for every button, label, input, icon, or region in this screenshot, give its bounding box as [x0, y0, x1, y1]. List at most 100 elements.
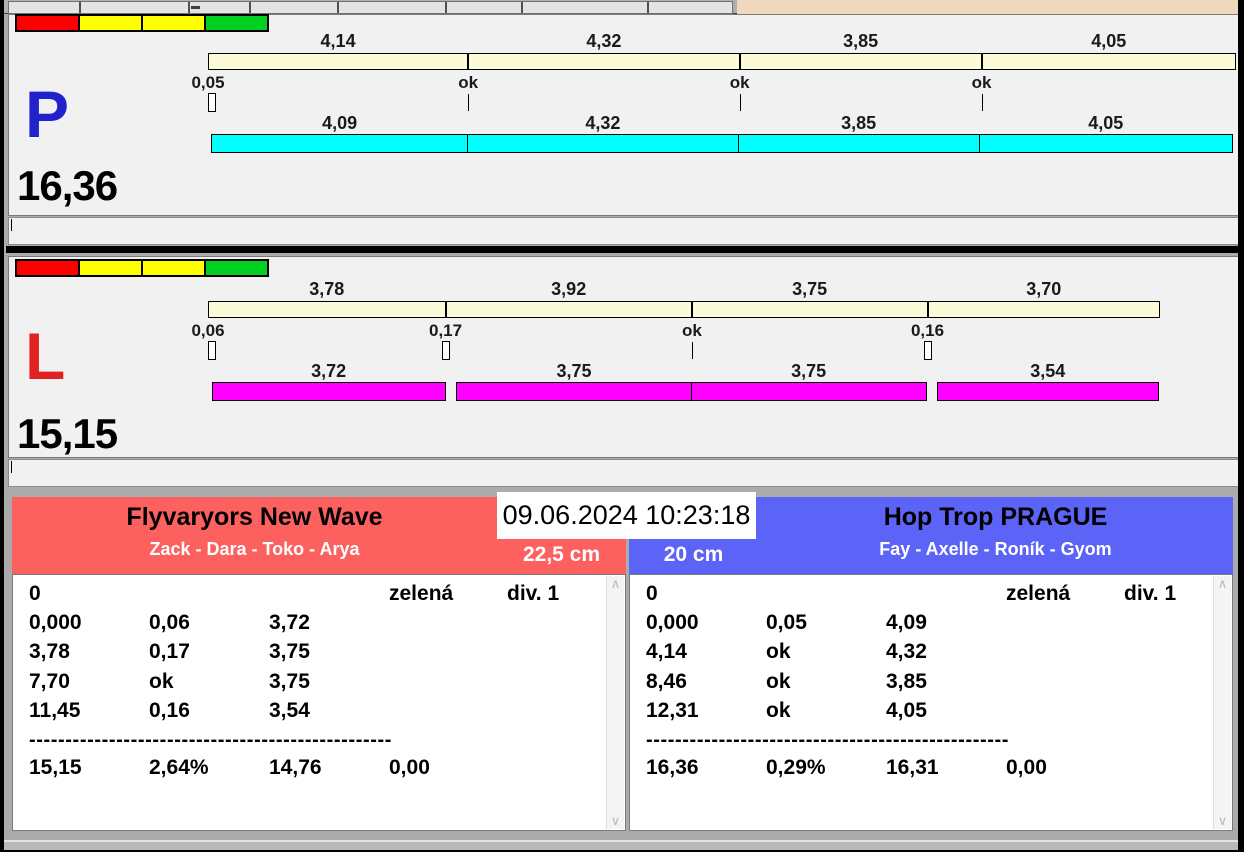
- top-toolbar-strip: [4, 0, 737, 14]
- scroll-up-button[interactable]: ∧: [610, 576, 621, 591]
- run-bar-segment: [211, 134, 469, 153]
- split-time-label: 3,92: [551, 279, 587, 299]
- lane-footer-strip: [8, 459, 1239, 487]
- crossing-label: 0,06: [191, 321, 225, 340]
- table-cell: 4,14: [646, 640, 687, 664]
- table-cell: 16,36: [646, 756, 699, 779]
- table-cell: 3,54: [269, 699, 310, 723]
- toolbar-divider: [521, 2, 523, 13]
- lane-panel-l: L 15,15 3,78 3,92 3,75 3,70 0,06 0,17 ok 0,16 3,…: [8, 256, 1239, 458]
- table-cell: 0: [646, 582, 658, 605]
- table-cell: 3,85: [886, 669, 927, 693]
- table-separator: ----------------------------------------…: [29, 729, 393, 751]
- table-cell: 14,76: [269, 756, 322, 779]
- scroll-down-button[interactable]: ∨: [1217, 813, 1228, 828]
- lane-bars: 4,14 4,32 3,85 4,05 0,05 ok ok ok 4,09 4,32 3,85 4,…: [9, 15, 1238, 215]
- table-cell: 0,00: [389, 756, 430, 779]
- split-bar-segment: [445, 301, 692, 318]
- split-time-label: 3,78: [309, 279, 345, 299]
- table-cell: 8,46: [646, 669, 687, 693]
- table-cell: 7,70: [29, 669, 70, 693]
- team-members: Fay - Axelle - Roník - Gyom: [879, 539, 1112, 559]
- table-cell: 4,32: [886, 640, 927, 664]
- scrollbar[interactable]: ∧ ∨: [606, 576, 624, 829]
- status-bar: [2, 840, 1242, 852]
- toolbar-divider: [445, 2, 447, 13]
- run-bar-segment: [936, 382, 1160, 401]
- run-bar-segment: [211, 382, 446, 401]
- split-time-label: 4,05: [1091, 31, 1127, 51]
- table-cell: ok: [766, 640, 791, 664]
- split-bar-segment: [927, 301, 1161, 318]
- table-cell: 4,05: [886, 699, 927, 723]
- crossing-label: ok: [971, 73, 992, 92]
- table-cell: 0,00: [1006, 756, 1047, 779]
- crossing-fault-box: [208, 93, 216, 112]
- crossing-ok-tick: [981, 94, 983, 111]
- run-time-label: 3,75: [791, 361, 827, 381]
- split-bar-segment: [691, 301, 928, 318]
- table-cell: 0: [29, 582, 41, 605]
- scroll-down-button[interactable]: ∨: [610, 813, 621, 828]
- table-cell: 3,78: [29, 640, 70, 664]
- jump-height-badge: 22,5 cm: [522, 543, 601, 566]
- run-bar-segment: [467, 134, 739, 153]
- scrollbar[interactable]: ∧ ∨: [1213, 576, 1231, 829]
- table-cell: zelená: [389, 582, 454, 605]
- split-time-label: 4,14: [320, 31, 356, 51]
- lane-letter: P: [25, 77, 70, 151]
- split-bar-segment: [739, 53, 982, 70]
- timestamp-box: 09.06.2024 10:23:18: [497, 492, 756, 539]
- scroll-up-button[interactable]: ∧: [1217, 576, 1228, 591]
- lane-total-time: 16,36: [17, 162, 118, 209]
- results-table-left[interactable]: 0 zelená div. 1 0,000 0,06 3,72 3,78 0,17 3,75 7,…: [12, 574, 626, 831]
- crossing-ok-tick: [691, 342, 693, 359]
- table-cell: 4,09: [886, 611, 927, 634]
- run-time-label: 4,05: [1088, 113, 1124, 133]
- table-cell: 0,05: [766, 611, 807, 634]
- results-table-right[interactable]: 0 zelená div. 1 0,000 0,05 4,09 4,14 ok 4,32 8,46…: [629, 574, 1233, 831]
- traffic-light: [15, 259, 269, 277]
- table-cell: 0,29%: [766, 756, 826, 779]
- table-separator: ----------------------------------------…: [646, 729, 1010, 751]
- toolbar-minimize-glyph: [191, 6, 200, 9]
- crossing-ok-tick: [739, 94, 741, 111]
- team-members: Zack - Dara - Toko - Arya: [149, 539, 360, 559]
- split-bar-segment: [468, 53, 740, 70]
- window-border-bottom: [0, 850, 1244, 852]
- table-cell: 0,000: [646, 611, 699, 634]
- table-cell: 3,75: [269, 640, 310, 664]
- table-cell: ok: [766, 699, 791, 723]
- split-bar-segment: [208, 301, 446, 318]
- run-bar-segment: [690, 382, 927, 401]
- crossing-label: 0,16: [910, 321, 945, 340]
- run-time-label: 3,72: [311, 361, 347, 381]
- crossing-fault-box: [208, 341, 216, 360]
- crossing-label: ok: [458, 73, 479, 92]
- table-cell: 2,64%: [149, 756, 209, 779]
- table-cell: 0,17: [149, 640, 190, 664]
- table-cell: 11,45: [29, 699, 81, 723]
- crossing-label: 0,05: [191, 73, 225, 92]
- table-cell: 0,16: [149, 699, 190, 723]
- run-bar-segment: [456, 382, 692, 401]
- run-time-label: 3,75: [556, 361, 592, 381]
- traffic-light-cell: [204, 259, 269, 277]
- team-name: Flyvaryors New Wave: [126, 503, 383, 531]
- table-cell: ok: [149, 669, 174, 693]
- table-cell: div. 1: [1124, 582, 1177, 605]
- window-border-right: [1238, 0, 1244, 852]
- split-time-label: 4,32: [586, 31, 622, 51]
- run-time-label: 3,54: [1030, 361, 1066, 381]
- table-cell: 12,31: [646, 699, 699, 723]
- cursor-tick: [11, 461, 12, 473]
- window-border-left: [0, 0, 4, 852]
- run-time-label: 4,09: [322, 113, 358, 133]
- table-cell: div. 1: [507, 582, 560, 605]
- table-cell: zelená: [1006, 582, 1071, 605]
- split-time-label: 3,85: [843, 31, 879, 51]
- table-cell: 0,000: [29, 611, 82, 634]
- lane-footer-strip: [8, 217, 1239, 245]
- crossing-fault-box: [441, 341, 450, 360]
